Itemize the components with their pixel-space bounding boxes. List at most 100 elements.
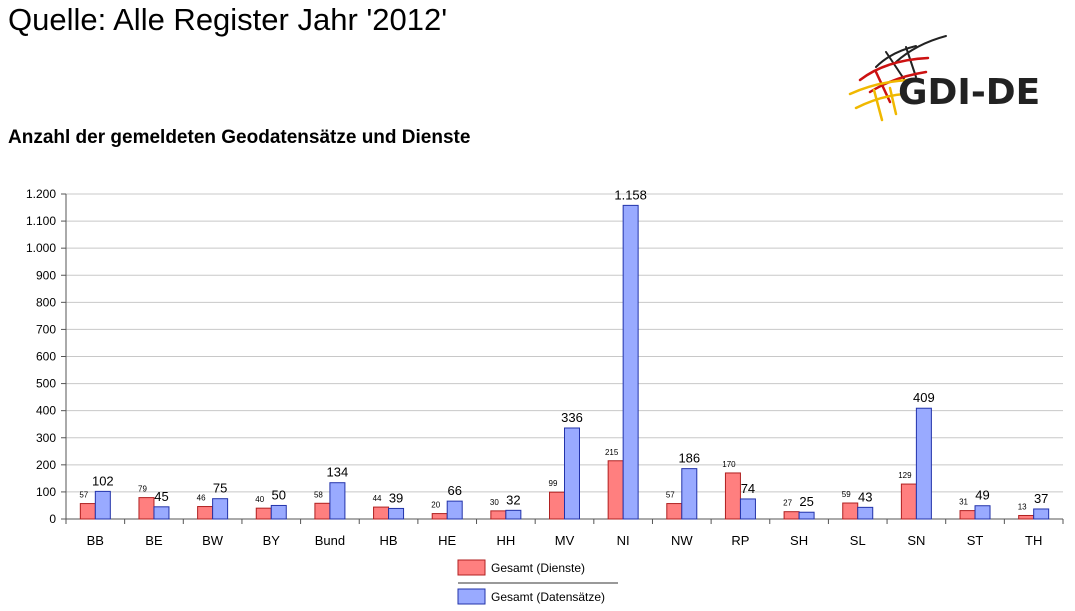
data-label-dienste: 46 [197,494,206,503]
x-tick-label: SN [907,533,925,548]
data-label-dienste: 31 [959,498,968,507]
data-label-datensaetze: 66 [447,483,461,498]
x-tick-label: NW [671,533,693,548]
data-label-dienste: 129 [898,471,912,480]
bar-datensaetze [974,505,991,520]
logo-emblem-icon [848,35,947,122]
x-tick-label: BB [87,533,104,548]
bar-dienste [724,472,741,520]
y-tick-label: 400 [36,404,56,418]
bar-datensaetze [857,506,874,520]
bar-dienste [373,506,390,520]
data-label-datensaetze: 32 [506,492,520,507]
data-label-dienste: 99 [549,479,558,488]
x-tick-label: SL [850,533,866,548]
bar-dienste [959,510,976,520]
bar-dienste [197,506,214,520]
logo-text: GDI-DE [898,72,1040,113]
data-label-dienste: 13 [1018,502,1027,511]
x-tick-label: Bund [315,533,345,548]
data-label-datensaetze: 74 [741,481,755,496]
bar-datensaetze [446,500,463,520]
data-label-datensaetze: 186 [678,451,700,466]
bar-dienste [138,497,155,520]
data-label-datensaetze: 39 [389,490,403,505]
data-label-dienste: 59 [842,490,851,499]
data-label-dienste: 30 [490,498,499,507]
data-label-datensaetze: 336 [561,410,583,425]
data-label-dienste: 57 [666,491,675,500]
bar-dienste [431,513,448,520]
data-label-dienste: 215 [605,448,619,457]
y-tick-label: 1.000 [26,241,56,255]
data-label-dienste: 40 [255,495,264,504]
data-label-datensaetze: 134 [327,465,349,480]
y-tick-label: 100 [36,485,56,499]
x-tick-label: SH [790,533,808,548]
x-tick-label: NI [617,533,630,548]
bar-dienste [666,503,683,520]
data-label-dienste: 20 [431,501,440,510]
x-tick-label: ST [967,533,984,548]
bar-dienste [783,511,800,520]
y-tick-label: 300 [36,431,56,445]
y-tick-label: 1.100 [26,214,56,228]
bar-datensaetze [798,511,815,520]
bar-datensaetze [94,490,111,520]
legend-swatch-dienste [457,559,486,576]
bar-dienste [255,507,272,520]
bar-dienste [79,503,96,520]
bar-datensaetze [388,507,405,520]
bar-dienste [900,483,917,520]
bar-datensaetze [915,407,932,520]
page-title: Quelle: Alle Register Jahr '2012' [8,2,448,37]
x-tick-label: MV [555,533,575,548]
data-label-datensaetze: 75 [213,481,227,496]
bar-datensaetze [564,427,580,520]
data-label-datensaetze: 37 [1034,491,1048,506]
data-label-dienste: 44 [373,494,382,503]
legend-label-dienste: Gesamt (Dienste) [491,561,585,575]
bar-datensaetze [270,504,287,520]
chart-title: Anzahl der gemeldeten Geodatensätze und … [8,127,471,148]
x-tick-label: BW [202,533,224,548]
data-label-dienste: 79 [138,485,147,494]
bar-datensaetze [681,468,698,520]
data-label-datensaetze: 50 [272,487,286,502]
x-tick-label: BE [145,533,163,548]
bar-datensaetze [505,509,522,520]
bar-datensaetze [212,498,229,520]
y-tick-label: 500 [36,377,56,391]
x-tick-label: HE [438,533,456,548]
bar-dienste [314,502,331,520]
data-label-dienste: 170 [722,460,736,469]
data-label-datensaetze: 1.158 [614,187,647,202]
data-label-datensaetze: 409 [913,390,935,405]
data-label-datensaetze: 102 [92,473,114,488]
y-tick-label: 600 [36,350,56,364]
data-label-datensaetze: 45 [154,489,168,504]
bar-dienste [1018,514,1035,520]
data-label-dienste: 27 [783,499,792,508]
x-tick-label: HB [380,533,398,548]
data-label-datensaetze: 43 [858,489,872,504]
y-tick-label: 0 [49,512,56,526]
bar-datensaetze [1033,508,1050,520]
data-label-dienste: 57 [79,491,88,500]
data-label-datensaetze: 49 [975,488,989,503]
bar-datensaetze [329,482,346,520]
y-tick-label: 900 [36,268,56,282]
legend-label-datensaetze: Gesamt (Datensätze) [491,590,605,604]
gdi-de-logo: GDI-DE [848,35,1040,122]
x-tick-label: RP [731,533,749,548]
data-label-datensaetze: 25 [799,494,813,509]
y-tick-label: 700 [36,322,56,336]
y-tick-label: 200 [36,458,56,472]
y-tick-label: 1.200 [26,187,56,201]
bar-datensaetze [153,506,170,520]
bar-dienste [490,510,507,520]
x-tick-label: HH [496,533,515,548]
bar-dienste [549,491,565,520]
y-tick-label: 800 [36,295,56,309]
